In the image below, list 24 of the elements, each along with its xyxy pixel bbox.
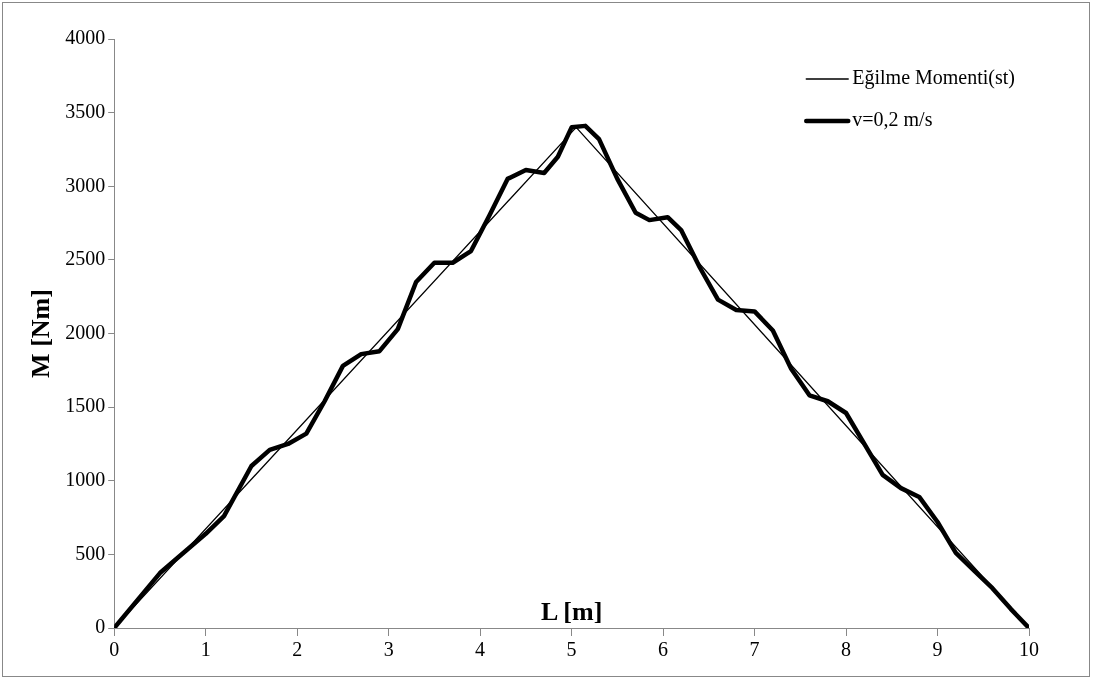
x-tick-label: 3 [383, 638, 394, 661]
y-tick-label: 2500 [65, 247, 106, 270]
x-tick-label: 0 [109, 638, 120, 661]
x-tick-label: 10 [1019, 638, 1039, 661]
x-tick-label: 6 [658, 638, 669, 661]
y-tick-label: 500 [75, 541, 106, 564]
x-tick-label: 7 [749, 638, 760, 661]
y-tick-label: 1000 [65, 468, 106, 490]
x-tick-label: 5 [566, 638, 577, 661]
x-tick-label: 1 [200, 638, 211, 661]
x-axis-title: L [m] [540, 596, 603, 626]
y-tick-label: 0 [95, 615, 106, 638]
y-tick-label: 4000 [65, 26, 106, 49]
y-axis-title: M [Nm] [26, 289, 56, 378]
y-tick-label: 1500 [65, 394, 106, 417]
x-tick-label: 4 [475, 638, 486, 661]
y-tick-label: 3000 [65, 173, 106, 196]
x-tick-label: 2 [292, 638, 303, 661]
legend-label: Eğilme Momenti(st) [852, 66, 1016, 90]
y-tick-label: 2000 [65, 320, 106, 343]
legend-label: v=0,2 m/s [852, 108, 933, 131]
x-tick-label: 8 [841, 638, 852, 661]
x-tick-label: 9 [932, 638, 943, 661]
y-tick-label: 3500 [65, 99, 106, 122]
